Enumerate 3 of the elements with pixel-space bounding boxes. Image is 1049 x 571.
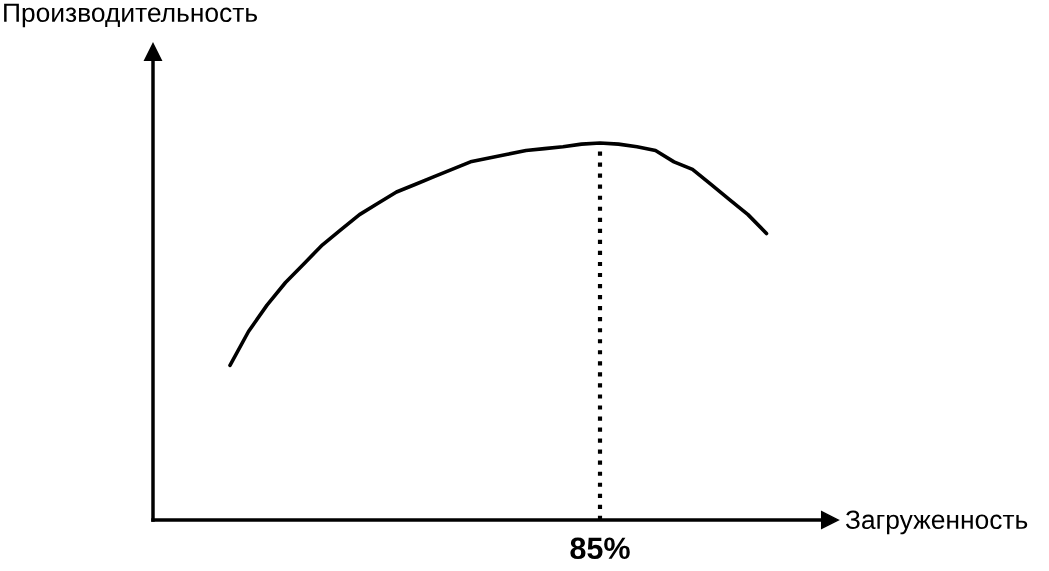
x-axis-title: Загруженность [845,510,1028,535]
text: 85% [570,537,630,560]
y-axis-title: Производительность [4,3,258,28]
